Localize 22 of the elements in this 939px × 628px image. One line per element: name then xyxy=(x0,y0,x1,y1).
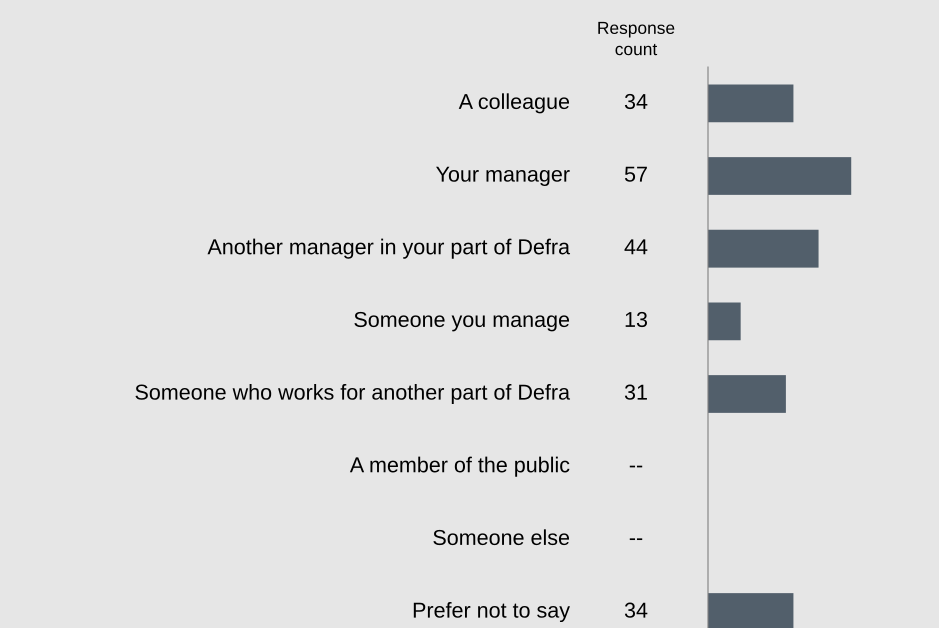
data-label: 57 xyxy=(624,166,647,182)
text: -- xyxy=(630,466,642,468)
data-label: 34 xyxy=(624,94,648,110)
bar xyxy=(708,375,786,413)
y-tick-label: Someone you manage xyxy=(354,312,570,332)
y-tick-label: A colleague xyxy=(458,93,570,114)
y-tick-label: Someone who works for another part of Defra xyxy=(135,384,570,404)
y-tick-label: Prefer not to say xyxy=(414,602,570,622)
y-tick-label: Your manager xyxy=(436,166,570,186)
bar xyxy=(708,230,819,268)
bar xyxy=(708,157,852,195)
y-tick-label: Another manager in your part of Defra xyxy=(207,238,570,259)
text: Response count xyxy=(598,22,674,56)
data-label: 34 xyxy=(624,602,648,618)
data-label: 44 xyxy=(624,239,648,254)
bar xyxy=(708,84,794,122)
text: -- xyxy=(630,538,642,540)
data-label: 13 xyxy=(626,312,648,328)
bar xyxy=(708,302,741,340)
y-tick-label: A member of the public xyxy=(350,456,570,477)
y-tick-label: Someone else xyxy=(433,529,570,546)
data-label: 31 xyxy=(624,384,647,400)
